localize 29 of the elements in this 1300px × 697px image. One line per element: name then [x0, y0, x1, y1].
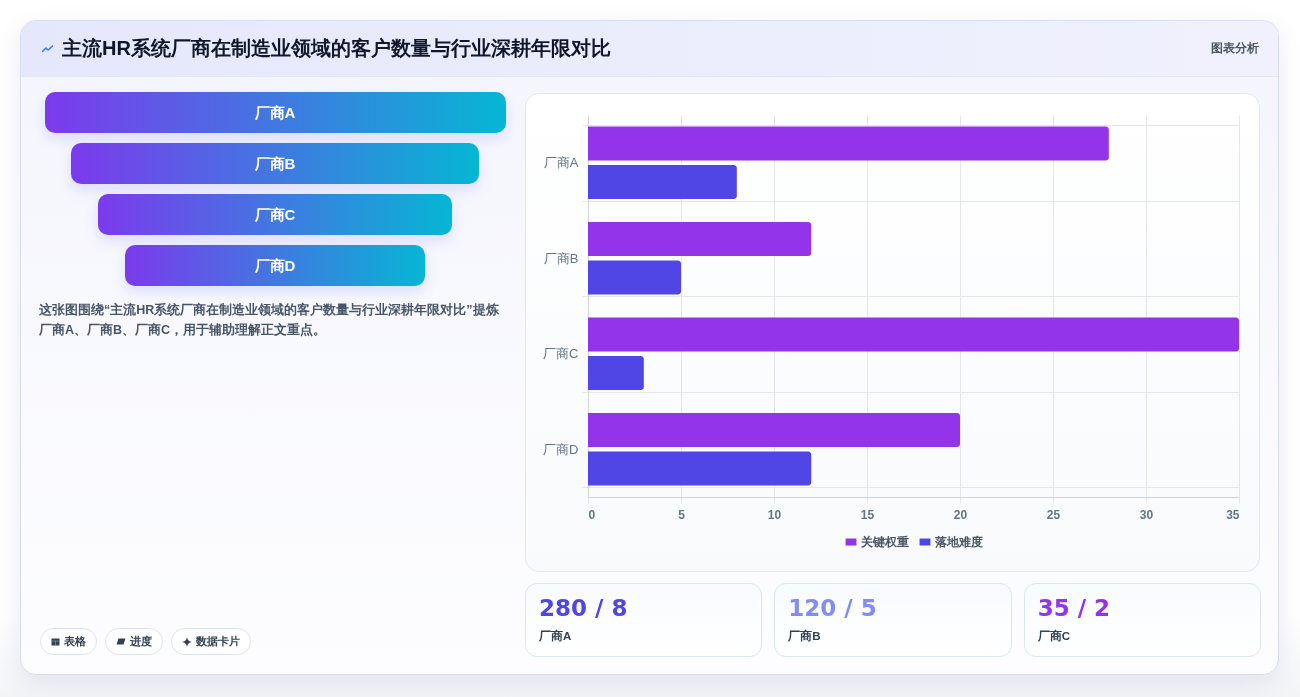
category-label: 厂商D — [125, 245, 425, 286]
x-tick-label: 10 — [767, 507, 782, 522]
y-tick-label: 厂商A — [543, 155, 579, 171]
category-label: 厂商A — [44, 92, 506, 133]
x-tick-label: 35 — [1226, 507, 1240, 522]
text: 35 / 2 — [1037, 595, 1111, 621]
text: 280 / 8 — [539, 595, 628, 621]
y-tick-label: 厂商D — [543, 441, 579, 457]
y-tick-label: 厂商C — [543, 346, 579, 362]
text: 表格 — [64, 634, 86, 649]
text: 图表分析 — [1211, 40, 1259, 57]
text: 数据卡片 — [196, 634, 240, 649]
y-tick-label: 厂商B — [543, 250, 579, 266]
category-label: 厂商B — [788, 629, 821, 644]
x-tick-label: 5 — [678, 507, 686, 522]
category-label: 厂商C — [1037, 629, 1070, 644]
x-tick-label: 0 — [588, 507, 596, 522]
legend-label: 关键权重 — [860, 535, 909, 549]
text: 120 / 5 — [788, 595, 877, 621]
x-tick-label: 20 — [953, 507, 968, 522]
x-tick-label: 30 — [1139, 507, 1154, 522]
text: 主流HR系统厂商在制造业领域的客户数量与行业深耕年限对比 — [62, 36, 611, 61]
x-tick-label: 25 — [1046, 507, 1061, 522]
text: 进度 — [130, 634, 152, 649]
x-tick-label: 15 — [860, 507, 875, 522]
category-label: 厂商C — [98, 194, 452, 235]
text: 这张图围绕“主流HR系统厂商在制造业领域的客户数量与行业深耕年限对比”提炼厂商A、厂商B、厂商C，用于辅助理解正文重点。 — [39, 301, 500, 339]
legend-label: 落地难度 — [934, 535, 983, 549]
category-label: 厂商B — [71, 143, 479, 184]
